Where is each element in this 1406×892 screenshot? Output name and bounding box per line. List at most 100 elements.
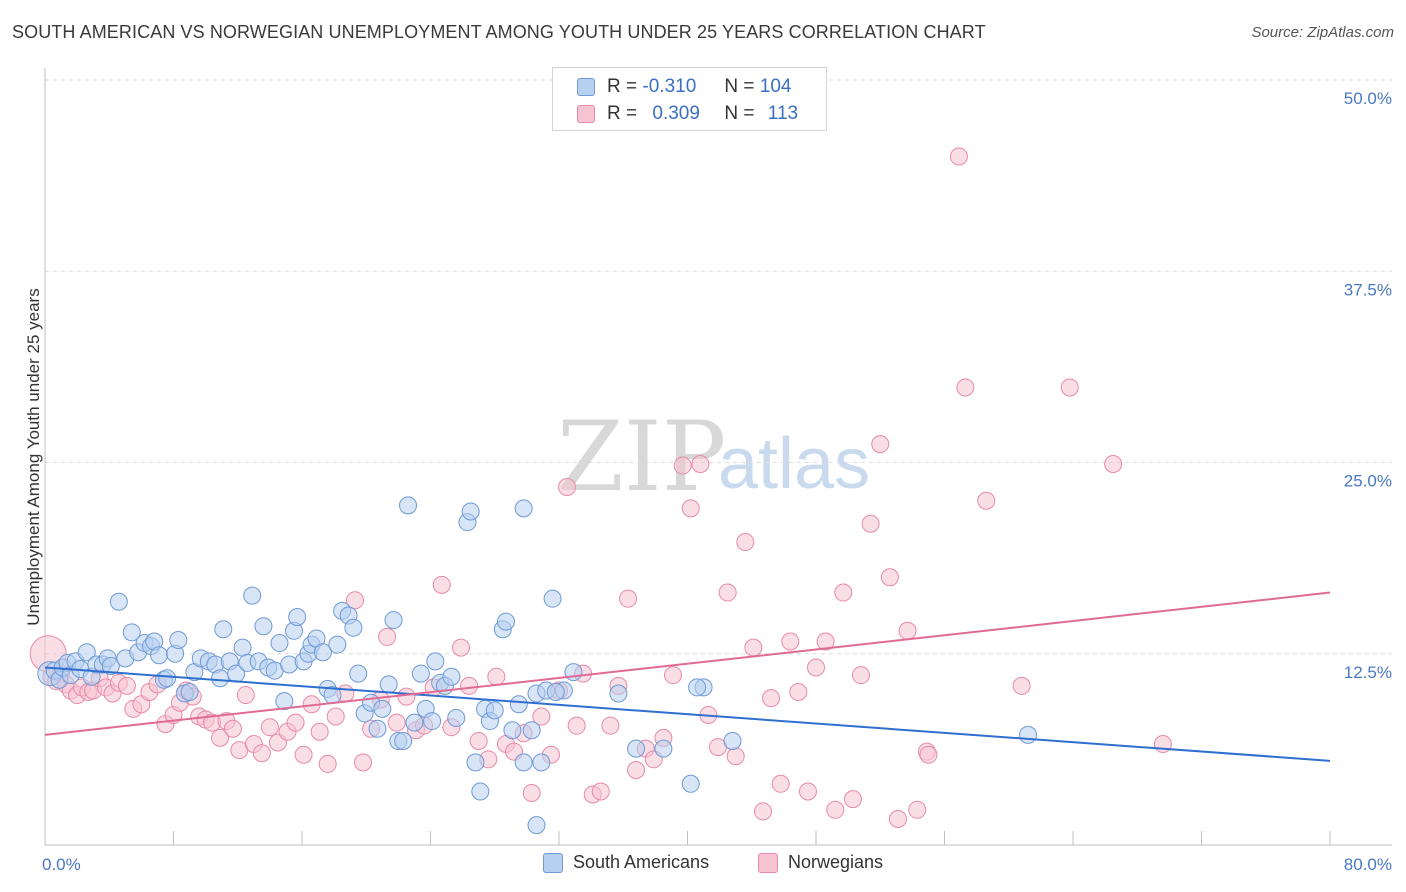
norwegians-point xyxy=(977,491,996,510)
south-americans-point xyxy=(379,675,398,694)
south-americans-point xyxy=(471,782,490,801)
norwegians-point xyxy=(908,800,927,819)
south-americans-point xyxy=(442,667,461,686)
norwegians-point xyxy=(387,713,406,732)
south-americans-point xyxy=(466,753,485,772)
south-americans-point xyxy=(109,592,128,611)
south-americans-point xyxy=(1019,725,1038,744)
x-tick-labels: 0.0% 80.0% xyxy=(42,855,1392,874)
norwegians-point xyxy=(346,591,365,610)
norwegians-point xyxy=(771,774,790,793)
norwegians-point xyxy=(871,435,890,454)
norwegians-point xyxy=(260,718,279,737)
norwegians-point xyxy=(452,638,471,657)
y-tick-label: 50.0% xyxy=(1344,89,1392,108)
norwegians-point xyxy=(397,687,416,706)
r-label: R = xyxy=(607,103,638,124)
y-tick-labels: 12.5% 25.0% 37.5% 50.0% xyxy=(1344,89,1392,682)
south-americans-point xyxy=(681,774,700,793)
south-americans-point xyxy=(288,608,307,627)
norwegians-point xyxy=(627,761,646,780)
norwegians-point xyxy=(789,683,808,701)
norwegians-point xyxy=(880,568,899,587)
south-americans-point xyxy=(399,496,418,515)
norwegians-point xyxy=(834,583,853,602)
legend-row-norwegians: R = 0.309 N = 113 xyxy=(553,101,798,127)
n-label: N = xyxy=(724,76,755,97)
legend-label: Norwegians xyxy=(788,852,884,872)
south-americans-point xyxy=(313,643,332,662)
norwegians-point xyxy=(664,666,683,685)
south-americans-point xyxy=(496,612,515,631)
norwegians-point xyxy=(691,455,710,474)
norwegians-point xyxy=(378,627,397,646)
norwegians-point xyxy=(211,728,230,747)
norwegians-point xyxy=(949,147,968,166)
norwegians-point xyxy=(532,707,551,726)
watermark-atlas: atlas xyxy=(718,424,870,504)
norwegians-point xyxy=(888,809,907,828)
norwegians-point xyxy=(354,753,373,772)
south-americans-point xyxy=(546,683,565,701)
n-value: 113 xyxy=(767,103,799,124)
x-tick-label-min: 0.0% xyxy=(42,855,81,874)
y-tick-label: 12.5% xyxy=(1344,663,1392,682)
norwegians-point xyxy=(294,745,313,764)
r-label: R = xyxy=(607,76,638,97)
norwegians-point xyxy=(487,667,506,686)
norwegians-point xyxy=(762,689,781,708)
blue-swatch-icon xyxy=(543,852,563,873)
south-americans-point xyxy=(349,664,368,683)
south-americans-point xyxy=(564,663,583,682)
axes xyxy=(44,68,1392,846)
south-americans-point xyxy=(609,684,628,703)
south-americans-point xyxy=(270,634,289,653)
south-americans-point xyxy=(509,695,528,714)
norwegians-point xyxy=(753,802,772,821)
n-label: N = xyxy=(724,103,755,124)
norwegians-point xyxy=(816,632,835,651)
south-americans-point xyxy=(532,753,551,772)
south-americans-points xyxy=(37,496,1038,835)
legend-item-south-americans[interactable]: South Americans xyxy=(543,852,709,873)
south-americans-point xyxy=(243,586,262,605)
norwegians-point xyxy=(591,782,610,801)
y-tick-label: 25.0% xyxy=(1344,472,1392,491)
norwegians-point xyxy=(736,533,755,552)
legend-label: South Americans xyxy=(573,852,710,872)
south-americans-point xyxy=(426,652,445,671)
south-americans-point xyxy=(627,739,646,758)
pink-swatch-icon xyxy=(577,105,595,123)
norwegians-point xyxy=(460,676,479,695)
south-americans-point xyxy=(461,502,480,521)
south-americans-point xyxy=(384,611,403,630)
norwegians-point xyxy=(310,722,329,741)
norwegians-point xyxy=(558,477,577,496)
south-americans-point xyxy=(214,620,233,639)
south-americans-point xyxy=(328,635,347,654)
south-americans-point xyxy=(122,623,141,642)
norwegians-point xyxy=(1104,455,1123,474)
south-americans-point xyxy=(688,678,707,697)
south-americans-point xyxy=(180,683,199,701)
norwegians-point xyxy=(807,658,825,677)
south-americans-point xyxy=(503,721,522,740)
r-value: 0.309 xyxy=(652,103,700,124)
watermark: ZIP atlas xyxy=(557,401,870,513)
trend-lines xyxy=(44,591,1331,762)
norwegians-trend-line xyxy=(44,591,1331,736)
south-americans-point xyxy=(373,699,392,718)
south-americans-point xyxy=(522,721,541,740)
legend-item-norwegians[interactable]: Norwegians xyxy=(758,852,883,873)
chart-title: SOUTH AMERICAN VS NORWEGIAN UNEMPLOYMENT… xyxy=(12,22,986,42)
norwegians-point xyxy=(326,707,345,726)
norwegians-point xyxy=(898,621,917,640)
y-tick-label: 37.5% xyxy=(1344,280,1392,299)
norwegians-point xyxy=(681,499,700,518)
norwegians-point xyxy=(1012,676,1031,695)
south-americans-point xyxy=(527,816,546,835)
series-legend: South Americans Norwegians xyxy=(0,850,1406,878)
norwegians-point xyxy=(469,731,488,750)
gridlines xyxy=(45,79,1392,655)
